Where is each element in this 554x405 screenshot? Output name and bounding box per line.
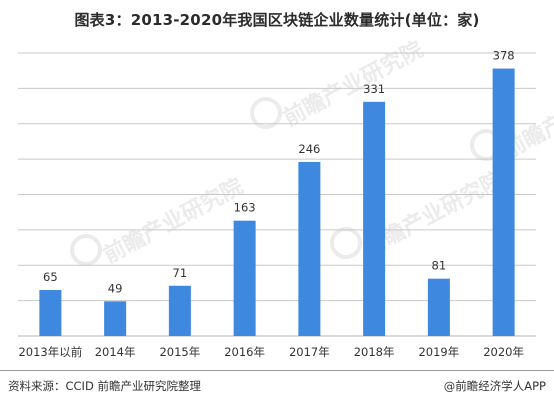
source-note: 资料来源：CCID 前瞻产业研究院整理 — [8, 378, 201, 394]
credit-note: @前瞻经济学人APP — [444, 378, 546, 394]
data-label-0: 65 — [43, 270, 58, 284]
svg-text:前瞻产业研究院: 前瞻产业研究院 — [99, 173, 247, 268]
bar-3 — [234, 221, 256, 336]
data-label-5: 331 — [363, 82, 385, 96]
data-label-3: 163 — [234, 201, 256, 215]
x-tick-label-3: 2016年 — [224, 345, 265, 359]
data-label-6: 81 — [432, 259, 447, 273]
gridlines — [18, 53, 536, 301]
x-tick-label-0: 2013年以前 — [18, 345, 82, 359]
x-tick-label-1: 2014年 — [95, 345, 136, 359]
bar-0 — [39, 290, 61, 336]
watermark: 前瞻产业研究院 — [72, 173, 247, 268]
data-label-4: 246 — [298, 142, 320, 156]
footer-divider — [0, 370, 554, 371]
bar-7 — [493, 69, 515, 336]
bar-6 — [428, 279, 450, 336]
bar-4 — [298, 162, 320, 336]
data-label-1: 49 — [108, 281, 123, 295]
watermark: 前瞻产业研究院 — [332, 166, 507, 261]
x-tick-labels: 2013年以前 2014年 2015年 2016年 2017年 2018年 2019年 202… — [18, 345, 524, 359]
bar-2 — [169, 286, 191, 336]
x-tick-label-4: 2017年 — [289, 345, 330, 359]
svg-text:前瞻产业研究院: 前瞻产业研究院 — [279, 36, 427, 131]
x-tick-label-2: 2015年 — [159, 345, 200, 359]
data-label-2: 71 — [173, 266, 188, 280]
x-tick-label-5: 2018年 — [354, 345, 395, 359]
x-tick-label-6: 2019年 — [418, 345, 459, 359]
data-label-7: 378 — [493, 49, 515, 63]
x-tick-label-7: 2020年 — [483, 345, 524, 359]
bar-1 — [104, 301, 126, 336]
watermark: 前瞻产业研究院 — [252, 36, 427, 131]
bar-5 — [363, 102, 385, 336]
